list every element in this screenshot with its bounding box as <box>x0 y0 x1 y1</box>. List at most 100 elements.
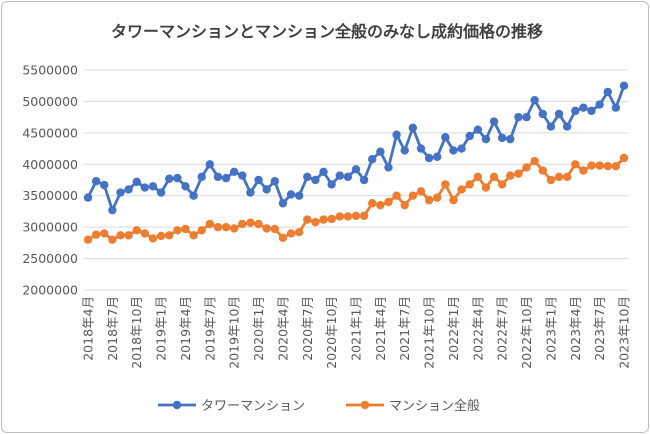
x-tick-label: 2023年1月 <box>543 296 558 361</box>
data-point <box>368 199 377 208</box>
y-tick-label: 4000000 <box>22 157 78 172</box>
data-point <box>189 191 198 200</box>
legend-marker <box>172 400 182 410</box>
data-point <box>611 161 621 171</box>
x-tick-label: 2023年10月 <box>617 296 632 369</box>
x-tick-label: 2019年1月 <box>154 296 169 361</box>
data-point <box>384 163 393 172</box>
data-point <box>433 193 442 202</box>
data-point <box>587 161 596 170</box>
data-point <box>424 195 434 205</box>
data-point <box>554 172 564 182</box>
data-point <box>148 182 158 191</box>
data-point <box>433 152 442 161</box>
data-point <box>100 229 109 238</box>
data-point <box>595 161 604 170</box>
data-point <box>619 81 629 90</box>
data-point <box>335 171 344 180</box>
data-point <box>294 191 304 200</box>
data-point <box>368 155 377 164</box>
data-point <box>359 211 369 221</box>
data-point <box>562 122 572 131</box>
data-point <box>497 133 507 143</box>
data-point <box>351 211 361 221</box>
x-tick-label: 2018年10月 <box>129 296 144 369</box>
data-point <box>489 172 499 182</box>
data-point <box>173 226 182 235</box>
data-point <box>587 106 596 116</box>
x-tick-label: 2020年1月 <box>251 296 266 361</box>
x-tick-label: 2019年10月 <box>227 296 242 369</box>
data-point <box>116 231 125 240</box>
data-point <box>327 180 336 189</box>
data-point <box>441 180 450 189</box>
data-point <box>246 188 255 197</box>
data-point <box>530 156 539 166</box>
x-tick-label: 2019年7月 <box>202 296 217 361</box>
data-point <box>229 224 239 233</box>
legend-item: タワーマンション <box>158 399 305 414</box>
data-point <box>351 165 361 174</box>
data-point <box>286 190 296 199</box>
data-point <box>238 219 247 229</box>
data-point <box>213 222 223 232</box>
data-point <box>562 172 572 182</box>
data-point <box>294 227 304 237</box>
data-point <box>254 219 263 229</box>
data-point <box>221 222 231 232</box>
data-point <box>262 224 271 233</box>
data-point <box>424 153 434 163</box>
data-point <box>457 185 466 194</box>
x-tick-label: 2022年10月 <box>519 296 534 369</box>
data-point <box>343 172 353 182</box>
y-tick-label: 5500000 <box>22 63 78 78</box>
data-point <box>205 160 215 169</box>
data-point <box>303 172 312 182</box>
chart-title: タワーマンションとマンション全般のみなし成約価格の推移 <box>111 22 543 41</box>
data-point <box>473 125 483 134</box>
data-point <box>546 122 556 131</box>
data-point <box>124 231 133 240</box>
y-tick-label: 3500000 <box>22 188 78 203</box>
data-point <box>254 175 263 185</box>
x-tick-label: 2021年10月 <box>422 296 437 369</box>
data-point <box>489 117 499 126</box>
data-point <box>571 160 580 169</box>
data-point <box>603 87 612 97</box>
data-point <box>611 103 621 112</box>
data-point <box>100 180 109 190</box>
y-tick-label: 3000000 <box>22 220 78 235</box>
data-point <box>465 180 474 189</box>
data-point <box>335 212 344 221</box>
data-point <box>400 200 409 210</box>
data-point <box>384 197 393 207</box>
data-point <box>538 166 547 175</box>
data-point <box>416 144 426 153</box>
x-tick-label: 2018年7月 <box>105 296 120 361</box>
data-point <box>392 130 401 139</box>
data-point <box>270 177 279 186</box>
data-point <box>270 224 279 234</box>
data-point <box>197 226 206 235</box>
data-point <box>221 173 231 183</box>
y-tick-label: 2000000 <box>22 283 78 298</box>
data-point <box>449 195 458 205</box>
data-point <box>554 109 564 119</box>
x-tick-label: 2019年4月 <box>178 296 193 361</box>
data-point <box>319 167 328 177</box>
data-point <box>465 131 474 141</box>
data-point <box>579 166 588 175</box>
data-point <box>343 212 353 221</box>
data-point <box>156 188 166 197</box>
series-0 <box>83 81 629 215</box>
data-point <box>286 229 296 238</box>
data-point <box>165 174 174 183</box>
data-point <box>278 199 288 208</box>
data-point <box>481 134 491 144</box>
data-point <box>238 171 247 180</box>
data-point <box>108 205 117 215</box>
data-point <box>181 182 190 191</box>
data-point <box>327 214 336 224</box>
data-point <box>603 161 612 171</box>
